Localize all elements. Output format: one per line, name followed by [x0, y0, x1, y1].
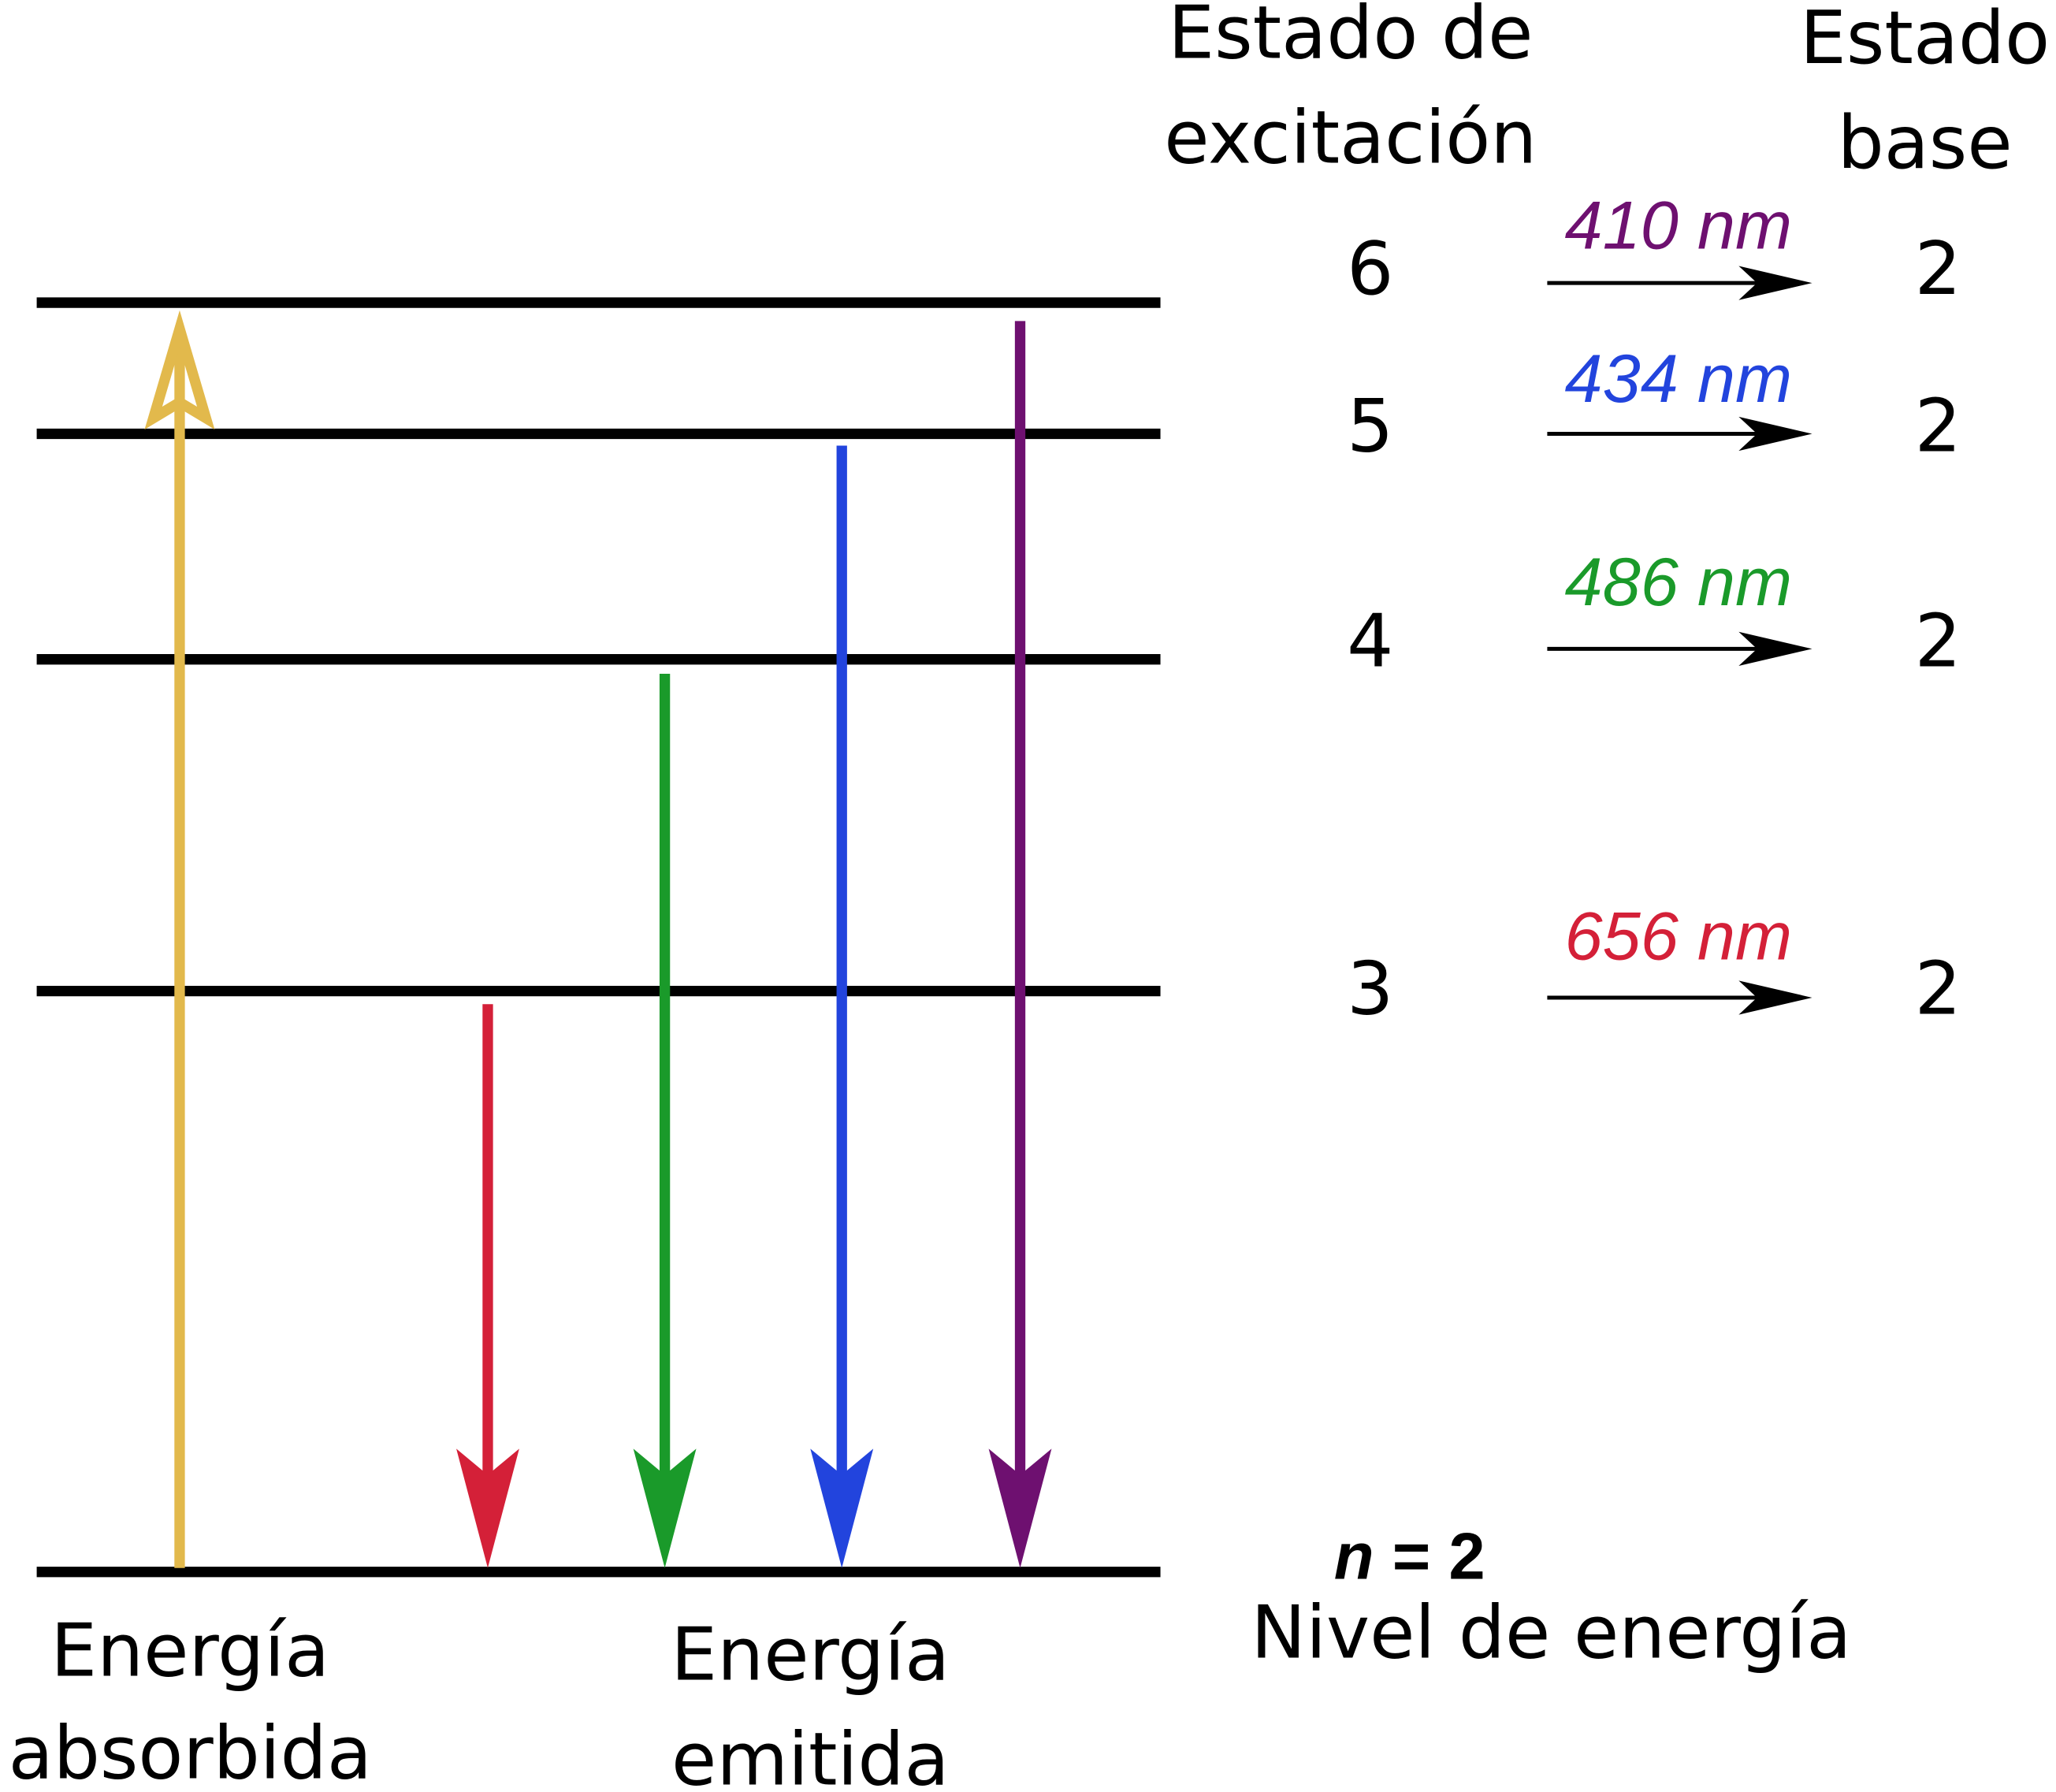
excited-level: 6 [1347, 226, 1393, 311]
wavelength: 434 nm [1565, 341, 1793, 417]
emission-arrow-head [633, 1448, 697, 1568]
emission-arrow-head [988, 1448, 1052, 1568]
ground-header: Estado [1800, 0, 2050, 80]
wavelength: 410 nm [1565, 188, 1793, 263]
ground-level-label: n = 2 [1334, 1519, 1485, 1593]
level-lines [36, 297, 1161, 1578]
ground-header: base [1838, 100, 2013, 185]
transition-arrow-head [1738, 631, 1812, 666]
excited-level: 5 [1347, 384, 1393, 469]
absorbed-label: Energía [50, 1608, 329, 1693]
ground-level: 2 [1915, 946, 1961, 1031]
n-symbol: n [1334, 1519, 1374, 1593]
emitted-label: emitida [671, 1717, 950, 1792]
absorption-arrow [144, 310, 215, 1568]
ground-level-caption: Nivel de energía [1251, 1589, 1851, 1675]
ground-level: 2 [1915, 226, 1961, 311]
arrow-head [144, 310, 215, 429]
excitation-header: excitación [1164, 95, 1537, 180]
transition-arrow-head [1738, 266, 1812, 300]
excited-level: 4 [1347, 598, 1393, 683]
wavelength: 656 nm [1565, 898, 1793, 974]
emitted-label: Energía [671, 1612, 950, 1697]
absorbed-label: absorbida [9, 1710, 372, 1792]
transition-arrow-head [1738, 416, 1812, 452]
emission-arrow-head [810, 1448, 874, 1568]
emission-arrow-head [456, 1448, 519, 1568]
excitation-header: Estado de [1168, 0, 1533, 75]
excited-level: 3 [1347, 946, 1393, 1031]
wavelength: 486 nm [1565, 545, 1793, 620]
transition-arrow-head [1738, 980, 1812, 1015]
ground-level: 2 [1915, 384, 1961, 469]
n-value: = 2 [1392, 1519, 1485, 1593]
ground-level: 2 [1915, 598, 1961, 683]
